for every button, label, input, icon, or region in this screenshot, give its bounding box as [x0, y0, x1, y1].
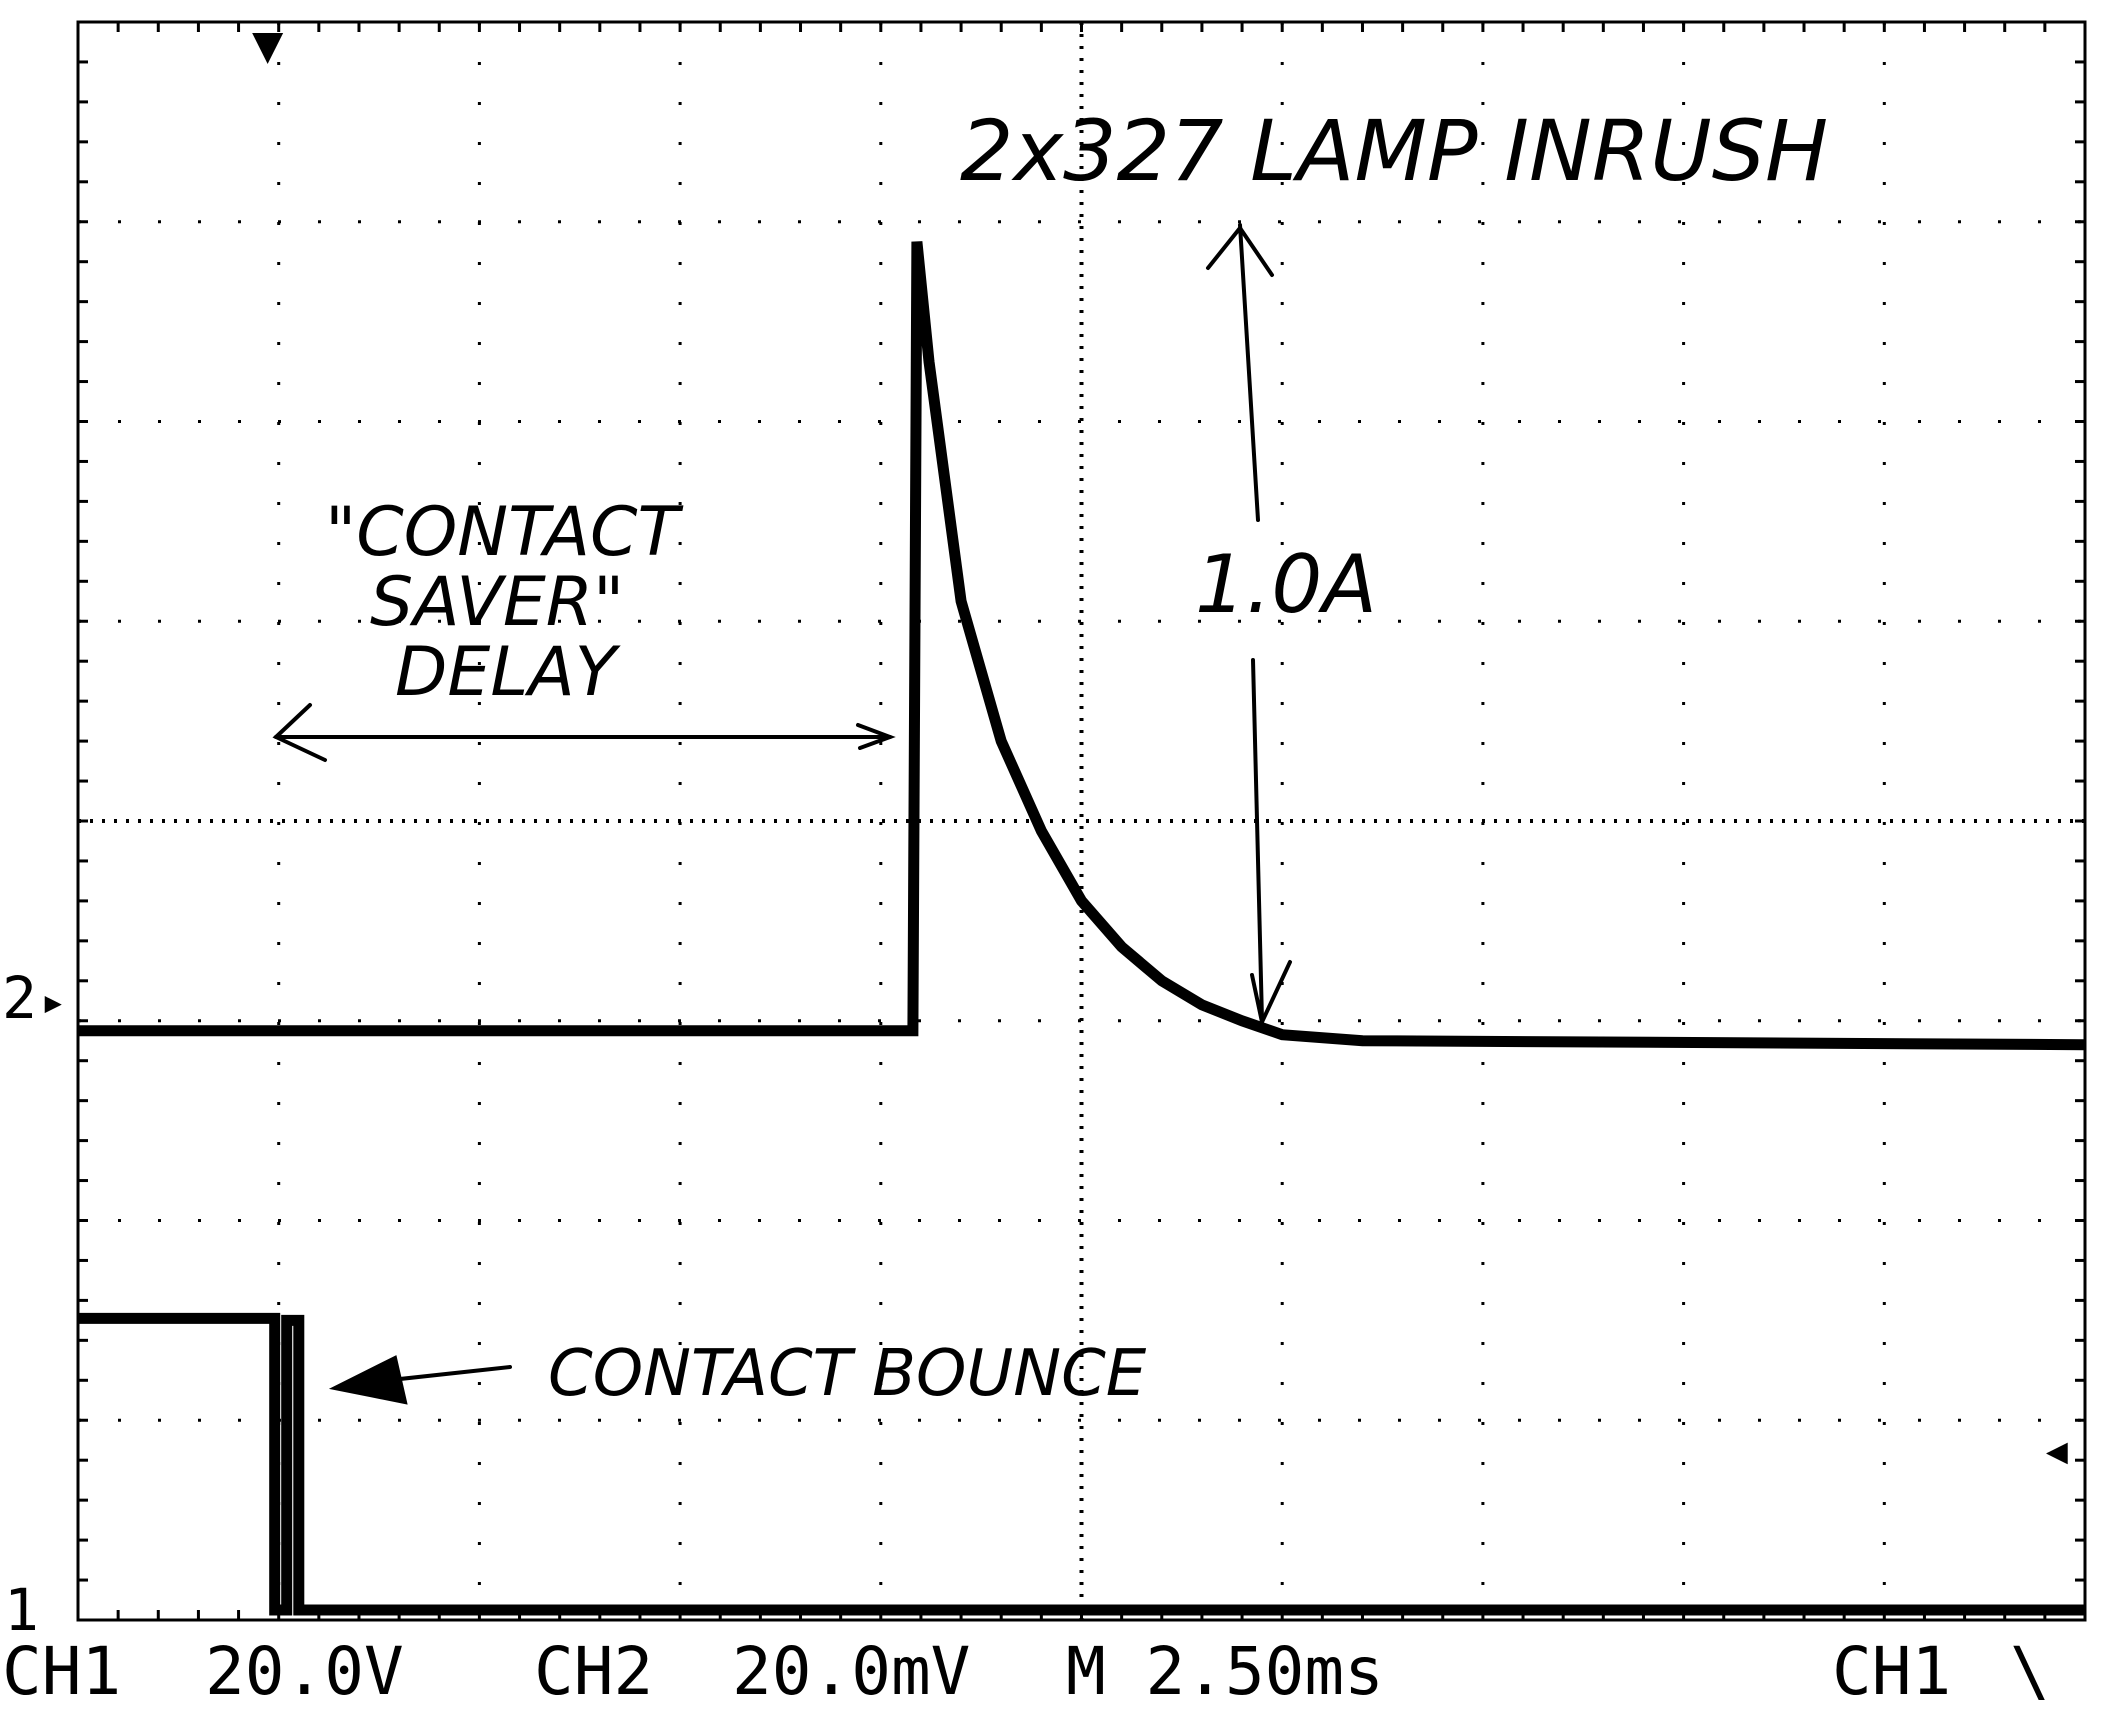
delay-arrow-left-head — [272, 703, 327, 762]
peak-arrow-upper-line — [1238, 223, 1260, 522]
ch1-scale: 20.0V — [205, 1633, 404, 1710]
peak-arrow-down-head — [1250, 960, 1292, 1029]
trace-ch1 — [78, 1312, 2085, 1616]
ch2-ground-arrow-icon: ▸ — [40, 976, 67, 1027]
graticule — [76, 20, 2087, 1622]
bounce-arrow-head — [328, 1355, 408, 1405]
traces — [78, 241, 2086, 1616]
annotations — [272, 223, 1292, 1405]
peak-current-label: 1.0A — [1195, 538, 1377, 631]
delay-label-line2: SAVER" — [370, 563, 624, 642]
trace-ch2 — [78, 241, 2086, 1051]
trigger-position-arrow-icon: ▼ — [252, 15, 284, 75]
delay-label-line1: "CONTACT — [325, 493, 683, 572]
trigger-level-arrow-icon: ◂ — [2040, 1417, 2074, 1482]
ch1-label: CH1 — [2, 1633, 121, 1710]
trigger-slope-icon: \ — [2010, 1633, 2050, 1710]
trigger-source: CH1 — [1832, 1633, 1951, 1710]
peak-arrow-up-head — [1206, 224, 1274, 277]
timebase: M 2.50ms — [1066, 1633, 1384, 1710]
bounce-label: CONTACT BOUNCE — [548, 1337, 1147, 1411]
delay-label-line3: DELAY — [395, 633, 621, 712]
ch1-ground-marker: 1 — [4, 1576, 39, 1644]
ch2-scale: 20.0mV — [732, 1633, 970, 1710]
ch2-ground-marker: 2 — [2, 964, 37, 1032]
peak-arrow-lower-line — [1251, 658, 1264, 1022]
ch2-label: CH2 — [534, 1633, 653, 1710]
delay-arrow-right-head — [856, 723, 896, 750]
status-bar: CH1 20.0V CH2 20.0mV M 2.50ms CH1 \ — [2, 1633, 2050, 1710]
inrush-title: 2x327 LAMP INRUSH — [960, 102, 1828, 200]
